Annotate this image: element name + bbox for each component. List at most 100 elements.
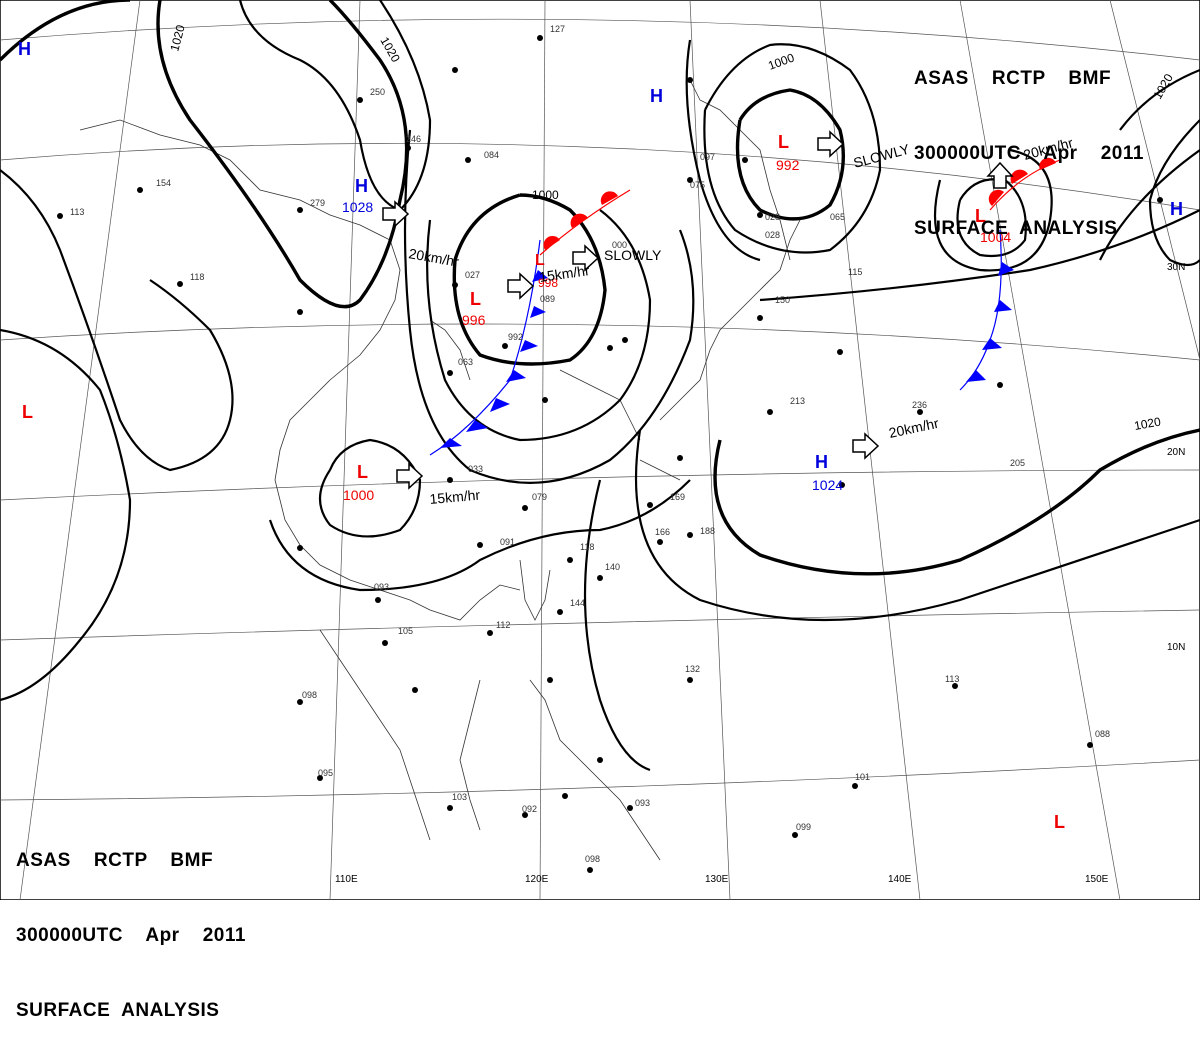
header-line-3: SURFACE ANALYSIS (914, 218, 1118, 239)
station-value: 105 (398, 626, 413, 636)
header-line-2: 300000UTC Apr 2011 (16, 925, 246, 946)
station-value: 098 (302, 690, 317, 700)
high-center: H (18, 39, 31, 59)
station-value: 088 (1095, 729, 1110, 739)
high-center: H (1170, 199, 1183, 219)
isobar-label: 1020 (167, 23, 188, 53)
isobar-label: 1000 (532, 188, 559, 202)
station-value: 169 (670, 492, 685, 502)
station-value: 236 (912, 400, 927, 410)
station-value: 250 (370, 87, 385, 97)
station-value: 188 (700, 526, 715, 536)
station-value: 112 (496, 620, 510, 630)
station-value: 091 (500, 537, 515, 547)
motion-label: 15km/hr (429, 487, 481, 507)
high-center: H (650, 86, 663, 106)
low-value: 1004 (980, 229, 1011, 245)
motion-arrow (507, 272, 535, 300)
station-value: 113 (945, 674, 959, 684)
station-value: 992 (508, 332, 523, 342)
high-value: 1024 (812, 477, 843, 493)
header-line-1: ASAS RCTP BMF (914, 68, 1112, 89)
station-value: 132 (685, 664, 700, 674)
station-value: 101 (855, 772, 870, 782)
cold-front-marker (490, 398, 510, 412)
station-value: 279 (310, 198, 325, 208)
cold-front-marker (530, 306, 546, 318)
latitude-label: 20N (1167, 447, 1185, 458)
cold-front-marker (994, 300, 1012, 312)
station-value: 097 (700, 152, 715, 162)
cold-front-marker (982, 338, 1002, 350)
low-center: L (357, 462, 368, 482)
motion-labels: 20km/hr 15km/hr SLOWLY SLOWLY 20km/hr 20… (407, 134, 1074, 507)
low-value: 998 (538, 276, 558, 290)
warm-front-marker (570, 213, 588, 228)
station-labels: 127 084 246 250 279 154 113 118 027 992 … (70, 24, 1110, 864)
low-center: L (470, 289, 481, 309)
station-value: 065 (830, 212, 845, 222)
motion-arrow (396, 462, 424, 490)
low-center: L (535, 252, 545, 269)
pressure-systems: H H 1028 H H 1024 H L 996 L 998 L 992 L … (18, 39, 1183, 832)
station-value: 092 (522, 804, 537, 814)
station-value: 027 (465, 270, 480, 280)
map-header-bottom: ASAS RCTP BMF 300000UTC Apr 2011 SURFACE… (16, 798, 246, 1048)
cold-front-marker (998, 262, 1014, 276)
cold-front-marker (466, 420, 488, 432)
low-value: 1000 (343, 487, 374, 503)
station-value: 063 (458, 357, 473, 367)
station-value: 166 (655, 527, 670, 537)
high-center: H (355, 176, 368, 196)
header-line-3: SURFACE ANALYSIS (16, 1000, 220, 1021)
latitude-grid (0, 18, 1200, 801)
weather-map: 127 084 246 250 279 154 113 118 027 992 … (0, 0, 1200, 900)
warm-front-marker (1010, 169, 1028, 184)
header-line-2: 300000UTC Apr 2011 (914, 143, 1144, 164)
map-header-top: ASAS RCTP BMF 300000UTC Apr 2011 SURFACE… (914, 16, 1144, 266)
station-value: 150 (775, 295, 790, 305)
motion-label: 15km/hr (538, 262, 591, 285)
motion-arrow (852, 432, 880, 460)
station-value: 033 (468, 464, 483, 474)
cold-front-marker (506, 370, 526, 382)
station-value: 098 (585, 854, 600, 864)
station-value: 118 (580, 542, 594, 552)
warm-front-marker (988, 189, 1004, 206)
high-value: 1028 (342, 199, 373, 215)
station-value: 246 (406, 134, 421, 144)
low-value: 996 (462, 312, 486, 328)
motion-arrow (382, 200, 410, 228)
cold-front (429, 229, 1014, 456)
longitude-label: 150E (1085, 874, 1109, 885)
low-center: L (1054, 812, 1065, 832)
station-value: 084 (484, 150, 499, 160)
warm-front-marker (1039, 157, 1056, 170)
station-value: 213 (790, 396, 805, 406)
warm-front (539, 157, 1061, 256)
station-value: 115 (848, 267, 862, 277)
cold-front-marker (440, 438, 462, 448)
low-value: 992 (776, 157, 800, 173)
station-value: 095 (318, 768, 333, 778)
header-line-1: ASAS RCTP BMF (16, 850, 214, 871)
longitude-label: 140E (888, 874, 912, 885)
station-value: 154 (156, 178, 171, 188)
station-value: 028 (765, 212, 780, 222)
latitude-label: 10N (1167, 642, 1185, 653)
longitude-label: 110E (335, 874, 358, 885)
station-value: 127 (550, 24, 565, 34)
low-center: L (778, 132, 789, 152)
motion-arrow (572, 244, 600, 272)
station-value: 099 (796, 822, 811, 832)
warm-front-marker (600, 191, 618, 205)
station-value: 205 (1010, 458, 1025, 468)
station-value: 093 (635, 798, 650, 808)
station-value: 093 (374, 582, 389, 592)
coordinate-labels: 110E 120E 130E 140E 150E 30N 20N 10N (335, 262, 1185, 885)
station-value: 000 (612, 240, 627, 250)
low-center: L (975, 206, 986, 226)
motion-arrows (382, 130, 1014, 490)
station-value: 103 (452, 792, 467, 802)
coastlines (79, 79, 801, 861)
